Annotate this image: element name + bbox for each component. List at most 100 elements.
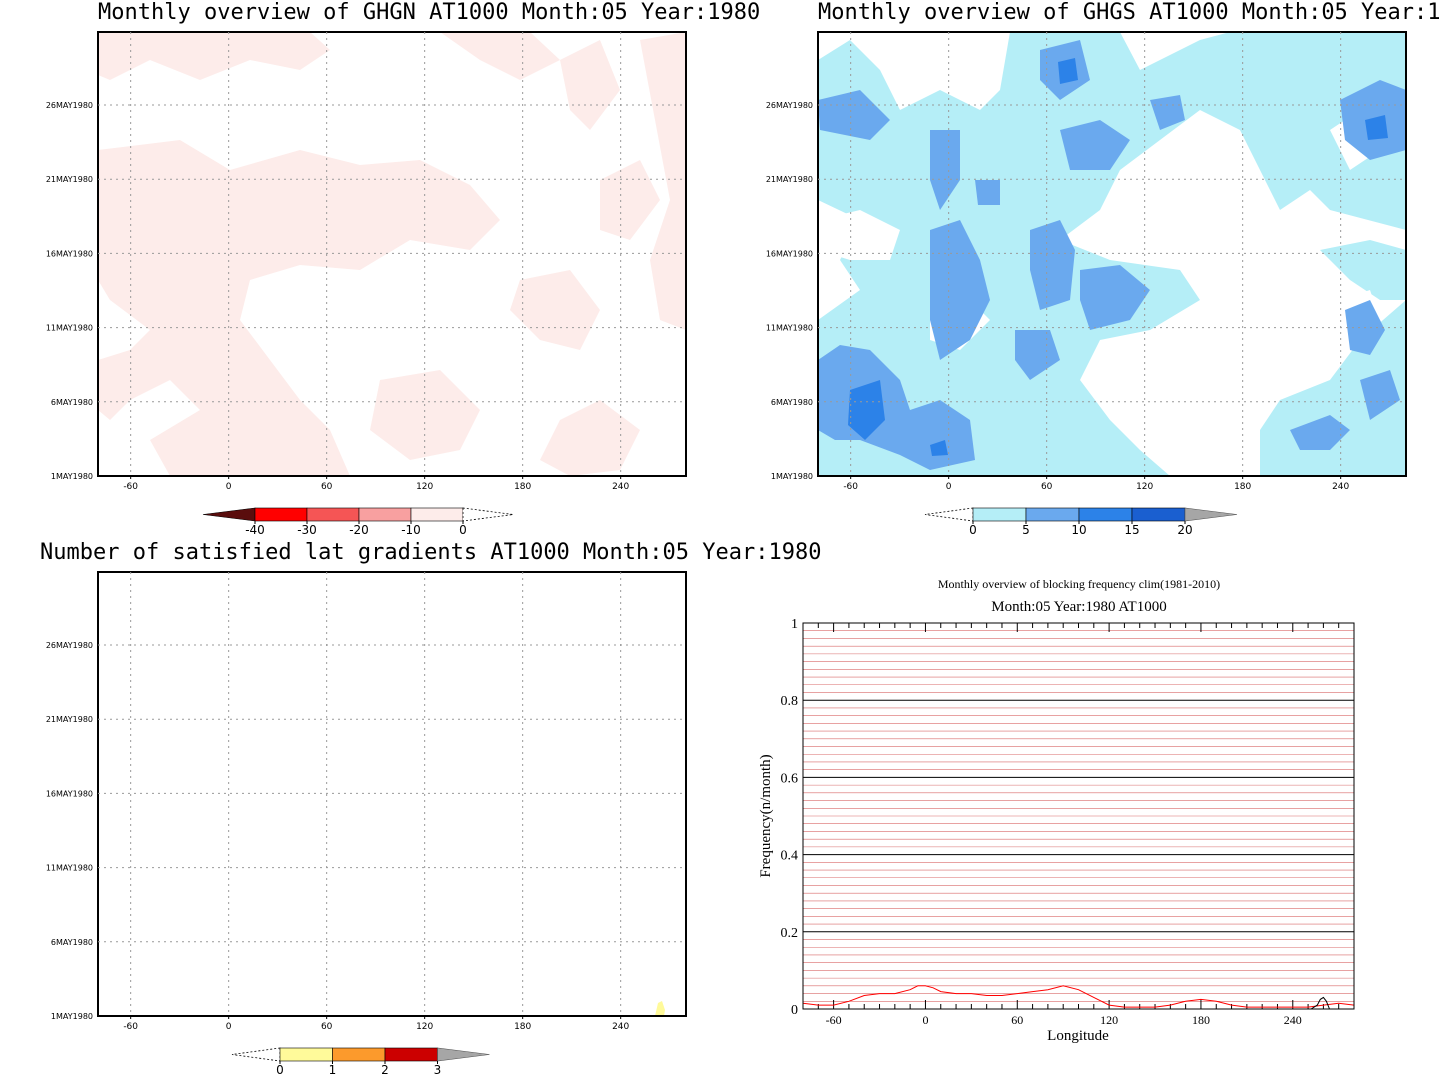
ghgn-y-ticks: 1MAY1980 6MAY1980 11MAY1980 16MAY1980 21MAY1…	[46, 101, 93, 481]
y-tick-label: 1MAY1980	[51, 1012, 93, 1021]
line-grid	[803, 630, 1354, 1002]
x-tick-label: 60	[321, 1022, 333, 1032]
colorbar-label: 20	[1177, 523, 1192, 537]
y-tick-label: 1MAY1980	[771, 472, 813, 481]
x-tick-label: 180	[514, 482, 531, 492]
x-tick-label: -60	[123, 1022, 138, 1032]
x-tick-label: 240	[1332, 482, 1349, 492]
ghgs-x-ticks: -60 0 60 120 180 240	[843, 476, 1350, 492]
y-tick-label: 6MAY1980	[51, 938, 93, 947]
line-ticks: 0 0.2 0.4 0.6 0.8 1 -60 0 60 120 180 240	[781, 617, 1355, 1027]
colorbar-swatch	[254, 507, 308, 522]
x-tick-label: 60	[321, 482, 333, 492]
panel1-title: Monthly overview of GHGN AT1000 Month:05…	[98, 0, 761, 25]
colorbar-label: 2	[381, 1063, 389, 1077]
colorbar-swatch	[1078, 507, 1133, 522]
ghgn-x-ticks: -60 0 60 120 180 240	[123, 476, 630, 492]
x-tick-label: 0	[226, 482, 232, 492]
x-tick-label: 180	[514, 1022, 531, 1032]
ghgs-colorbar: 0 5 10 15 20	[924, 507, 1238, 537]
ghgs-grid	[818, 32, 1406, 476]
colorbar-under	[231, 1047, 281, 1062]
blocking-frequency-chart: Monthly overview of blocking frequency c…	[758, 577, 1355, 1044]
colorbar-swatch	[332, 1047, 386, 1062]
y-tick-label: 26MAY1980	[46, 101, 93, 110]
latgrad-colorbar: 0 1 2 3	[231, 1047, 490, 1077]
ghgn-colorbar: -40 -30 -20 -10 0	[202, 507, 514, 537]
x-tick-label: 60	[1011, 1013, 1023, 1027]
ghgn-heatmap: -60 0 60 120 180 240 1MAY1980 6MAY1980 11MAY198…	[46, 31, 687, 537]
y-tick-label: 0.8	[781, 694, 799, 709]
colorbar-swatch	[1131, 507, 1186, 522]
y-tick-label: 0	[791, 1003, 798, 1018]
colorbar-swatch	[358, 507, 412, 522]
colorbar-swatch	[1025, 507, 1080, 522]
colorbar-label: -20	[349, 523, 369, 537]
latgrad-y-ticks: 1MAY1980 6MAY1980 11MAY1980 16MAY1980 21MAY1…	[46, 641, 93, 1021]
line-series	[802, 985, 1355, 1010]
y-tick-label: 0.2	[781, 926, 799, 941]
latgrad-yellow-spot	[655, 1001, 665, 1016]
y-tick-label: 21MAY1980	[46, 175, 93, 184]
y-tick-label: 1	[791, 617, 798, 632]
colorbar-swatch	[306, 507, 360, 522]
y-tick-label: 16MAY1980	[766, 249, 813, 258]
y-tick-label: 21MAY1980	[766, 175, 813, 184]
colorbar-swatch	[410, 507, 464, 522]
colorbar-swatch	[972, 507, 1027, 522]
colorbar-over	[462, 507, 514, 522]
line-title: Monthly overview of blocking frequency c…	[938, 577, 1220, 591]
x-tick-label: 180	[1234, 482, 1251, 492]
colorbar-label: 1	[329, 1063, 337, 1077]
colorbar-label: -40	[245, 523, 265, 537]
colorbar-swatch	[384, 1047, 438, 1062]
colorbar-label: -30	[297, 523, 317, 537]
series-line-0	[802, 985, 1355, 1008]
panel2-title: Monthly overview of GHGS AT1000 Month:05…	[818, 0, 1440, 25]
colorbar-under	[202, 507, 256, 522]
latgrad-frame	[97, 571, 687, 1017]
colorbar-label: 10	[1071, 523, 1086, 537]
line-ylabel: Frequency(n/month)	[758, 754, 774, 877]
x-tick-label: -60	[843, 482, 858, 492]
colorbar-label: 5	[1022, 523, 1030, 537]
x-tick-label: 60	[1041, 482, 1053, 492]
ghgn-grid	[98, 32, 686, 476]
colorbar-under	[924, 507, 974, 522]
y-tick-label: 1MAY1980	[51, 472, 93, 481]
ghgn-field	[98, 32, 686, 476]
colorbar-over	[437, 1047, 490, 1062]
y-tick-label: 6MAY1980	[51, 398, 93, 407]
ghgs-y-ticks: 1MAY1980 6MAY1980 11MAY1980 16MAY1980 21MAY1…	[766, 101, 813, 481]
latgrad-grid	[98, 572, 686, 1016]
colorbar-label: -10	[401, 523, 421, 537]
x-tick-label: -60	[123, 482, 138, 492]
line-subtitle: Month:05 Year:1980 AT1000	[991, 599, 1166, 615]
series-line-1	[1310, 996, 1330, 1010]
latgrad-x-ticks: -60 0 60 120 180 240	[123, 1016, 630, 1032]
x-tick-label: 240	[612, 1022, 629, 1032]
colorbar-label: 0	[459, 523, 467, 537]
y-tick-label: 11MAY1980	[766, 324, 813, 333]
y-tick-label: 0.6	[781, 771, 799, 786]
y-tick-label: 26MAY1980	[766, 101, 813, 110]
y-tick-label: 11MAY1980	[46, 324, 93, 333]
y-tick-label: 0.4	[781, 849, 799, 864]
colorbar-swatch	[279, 1047, 333, 1062]
ghgs-heatmap: -60 0 60 120 180 240 1MAY1980 6MAY1980 11MAY198…	[766, 31, 1407, 537]
y-tick-label: 16MAY1980	[46, 789, 93, 798]
ghgs-field-dark	[848, 58, 1388, 456]
y-tick-label: 21MAY1980	[46, 715, 93, 724]
colorbar-label: 0	[276, 1063, 284, 1077]
x-tick-label: 0	[226, 1022, 232, 1032]
y-tick-label: 11MAY1980	[46, 864, 93, 873]
x-tick-label: -60	[826, 1013, 842, 1027]
x-tick-label: 180	[1192, 1013, 1210, 1027]
x-tick-label: 120	[1136, 482, 1153, 492]
colorbar-label: 0	[969, 523, 977, 537]
ghgs-frame	[817, 31, 1407, 477]
x-tick-label: 120	[1100, 1013, 1118, 1027]
x-tick-label: 120	[416, 1022, 433, 1032]
ghgn-frame	[97, 31, 687, 477]
line-xlabel: Longitude	[1047, 1028, 1109, 1044]
